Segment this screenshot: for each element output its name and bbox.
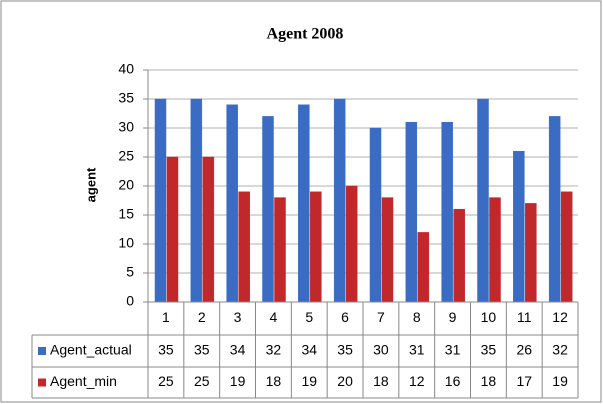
x-tick-label: 10	[481, 309, 497, 325]
table-value: 19	[552, 373, 568, 389]
bar	[238, 191, 250, 303]
bar	[262, 116, 274, 303]
x-tick-label: 2	[198, 309, 206, 325]
y-tick-label: 40	[118, 61, 134, 77]
x-tick-label: 9	[449, 309, 457, 325]
bar	[548, 116, 561, 303]
x-tick-label: 1	[162, 309, 170, 325]
y-axis-label: agent	[83, 167, 98, 202]
table-value: 25	[158, 373, 174, 389]
bar	[369, 127, 382, 303]
x-tick-label: 6	[341, 309, 349, 325]
table-value: 12	[409, 373, 425, 389]
bar	[333, 98, 346, 303]
x-tick-label: 4	[270, 309, 278, 325]
bar	[525, 203, 537, 303]
table-value: 35	[194, 342, 210, 358]
bar	[190, 98, 203, 303]
bar	[310, 191, 322, 303]
table-value: 16	[445, 373, 461, 389]
bar	[274, 197, 286, 303]
bar	[345, 185, 358, 303]
table-value: 18	[266, 373, 282, 389]
legend-label: Agent_min	[50, 373, 117, 389]
bar	[154, 98, 167, 303]
bar	[489, 197, 501, 303]
table-value: 32	[266, 342, 282, 358]
bar	[513, 150, 525, 303]
x-tick-label: 5	[305, 309, 313, 325]
table-value: 18	[373, 373, 389, 389]
table-value: 32	[552, 342, 568, 358]
table-value: 19	[301, 373, 317, 389]
y-tick-label: 5	[126, 264, 134, 280]
x-tick-label: 3	[234, 309, 242, 325]
bar	[441, 121, 453, 303]
y-tick-label: 0	[126, 293, 134, 309]
x-tick-label: 8	[413, 309, 421, 325]
table-value: 34	[301, 342, 317, 358]
x-tick-label: 7	[377, 309, 385, 325]
table-value: 26	[516, 342, 532, 358]
y-tick-label: 25	[118, 148, 134, 164]
bar	[381, 197, 394, 303]
table-value: 25	[194, 373, 210, 389]
table-value: 30	[373, 342, 389, 358]
legend-key	[38, 378, 46, 387]
bar	[202, 156, 215, 303]
bar	[298, 104, 310, 303]
legend-label: Agent_actual	[50, 342, 132, 358]
legend-key	[38, 347, 46, 355]
bar	[405, 121, 418, 303]
bar	[417, 232, 430, 303]
table-value: 35	[481, 342, 497, 358]
table-value: 35	[337, 342, 353, 358]
table-value: 19	[230, 373, 246, 389]
y-tick-label: 10	[118, 235, 134, 251]
y-tick-label: 15	[118, 206, 134, 222]
table-value: 20	[337, 373, 353, 389]
bar	[226, 104, 238, 303]
bar	[560, 191, 573, 303]
y-tick-label: 35	[118, 90, 134, 106]
table-value: 31	[409, 342, 425, 358]
bar	[166, 156, 179, 303]
x-tick-label: 11	[517, 309, 532, 325]
table-value: 31	[445, 342, 461, 358]
table-value: 34	[230, 342, 246, 358]
table-value: 18	[481, 373, 497, 389]
bar	[477, 98, 489, 303]
x-tick-label: 12	[552, 309, 568, 325]
y-tick-label: 30	[118, 119, 134, 135]
table-value: 35	[158, 342, 174, 358]
bar	[453, 208, 465, 303]
table-value: 17	[516, 373, 532, 389]
chart-title: Agent 2008	[267, 26, 344, 43]
y-tick-label: 20	[118, 177, 134, 193]
